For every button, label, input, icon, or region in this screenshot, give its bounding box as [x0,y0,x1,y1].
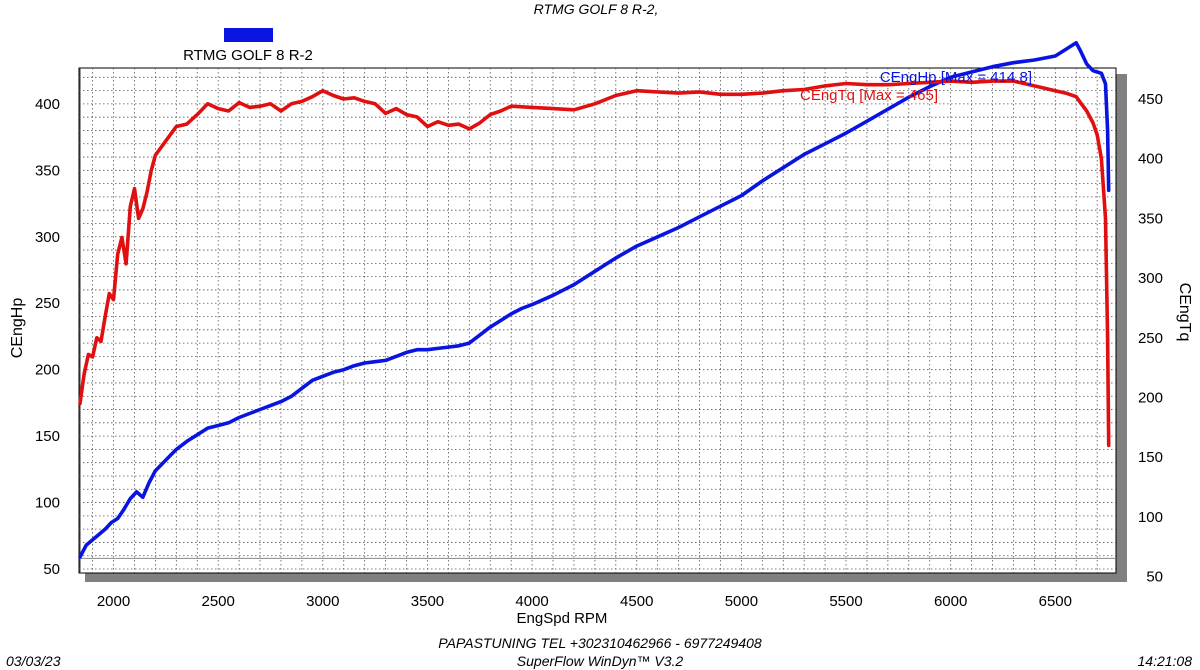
y-right-tick-label: 150 [1138,449,1163,466]
y-left-tick-label: 50 [43,561,60,578]
y-left-tick-label: 400 [35,96,60,113]
y-right-tick-label: 200 [1138,390,1163,407]
series-annotations: CEngHp [Max = 414.8]CEngTq [Max = 465] [800,69,1032,104]
x-tick-label: 2000 [97,593,130,610]
y-right-tick-label: 300 [1138,270,1163,287]
y-right-tick-label: 50 [1146,569,1163,586]
y-left-tick-label: 150 [35,428,60,445]
footer-date: 03/03/23 [6,653,61,669]
legend-swatch [224,28,273,42]
y-right-tick-label: 400 [1138,151,1163,168]
x-tick-label: 5500 [829,593,862,610]
y-left-tick-label: 100 [35,495,60,512]
series-line-cengtq [78,79,1111,448]
y-axis-label-right: CEngTq [1176,283,1193,342]
y-right-tick-label: 450 [1138,91,1163,108]
y-left-tick-label: 300 [35,229,60,246]
y-left-tick-label: 350 [35,162,60,179]
y-axis-label-left: CEngHp [9,298,26,359]
x-tick-label: 5000 [725,593,758,610]
x-tick-label: 6000 [934,593,967,610]
y-left-tick-label: 250 [35,295,60,312]
plot-area [78,67,1117,574]
y-left-tick-label: 200 [35,362,60,379]
x-tick-label: 2500 [201,593,234,610]
y-right-tick-label: 250 [1138,330,1163,347]
footer-contact: PAPASTUNING TEL +302310462966 - 69772494… [438,635,762,651]
series-line-cenghp [78,41,1111,559]
x-tick-label: 3500 [411,593,444,610]
axes: 2000 2500 3000 3500 4000 4500 5000 5500 6000 6500… [35,68,1163,610]
annotation-hp-max: CEngHp [Max = 414.8] [880,69,1032,86]
x-axis-label: EngSpd RPM [517,610,608,627]
legend-label: RTMG GOLF 8 R-2 [183,47,313,64]
x-tick-label: 4500 [620,593,653,610]
series-layer [78,41,1111,559]
footer-software: SuperFlow WinDyn™ V3.2 [517,653,684,669]
x-tick-label: 4000 [515,593,548,610]
y-right-tick-label: 100 [1138,509,1163,526]
grid-lines [79,68,1116,573]
y-right-tick-label: 350 [1138,210,1163,227]
chart-title: RTMG GOLF 8 R-2, [534,1,659,17]
x-tick-label: 3000 [306,593,339,610]
annotation-tq-max: CEngTq [Max = 465] [800,87,938,104]
footer-time: 14:21:08 [1138,653,1193,669]
x-tick-label: 6500 [1039,593,1072,610]
